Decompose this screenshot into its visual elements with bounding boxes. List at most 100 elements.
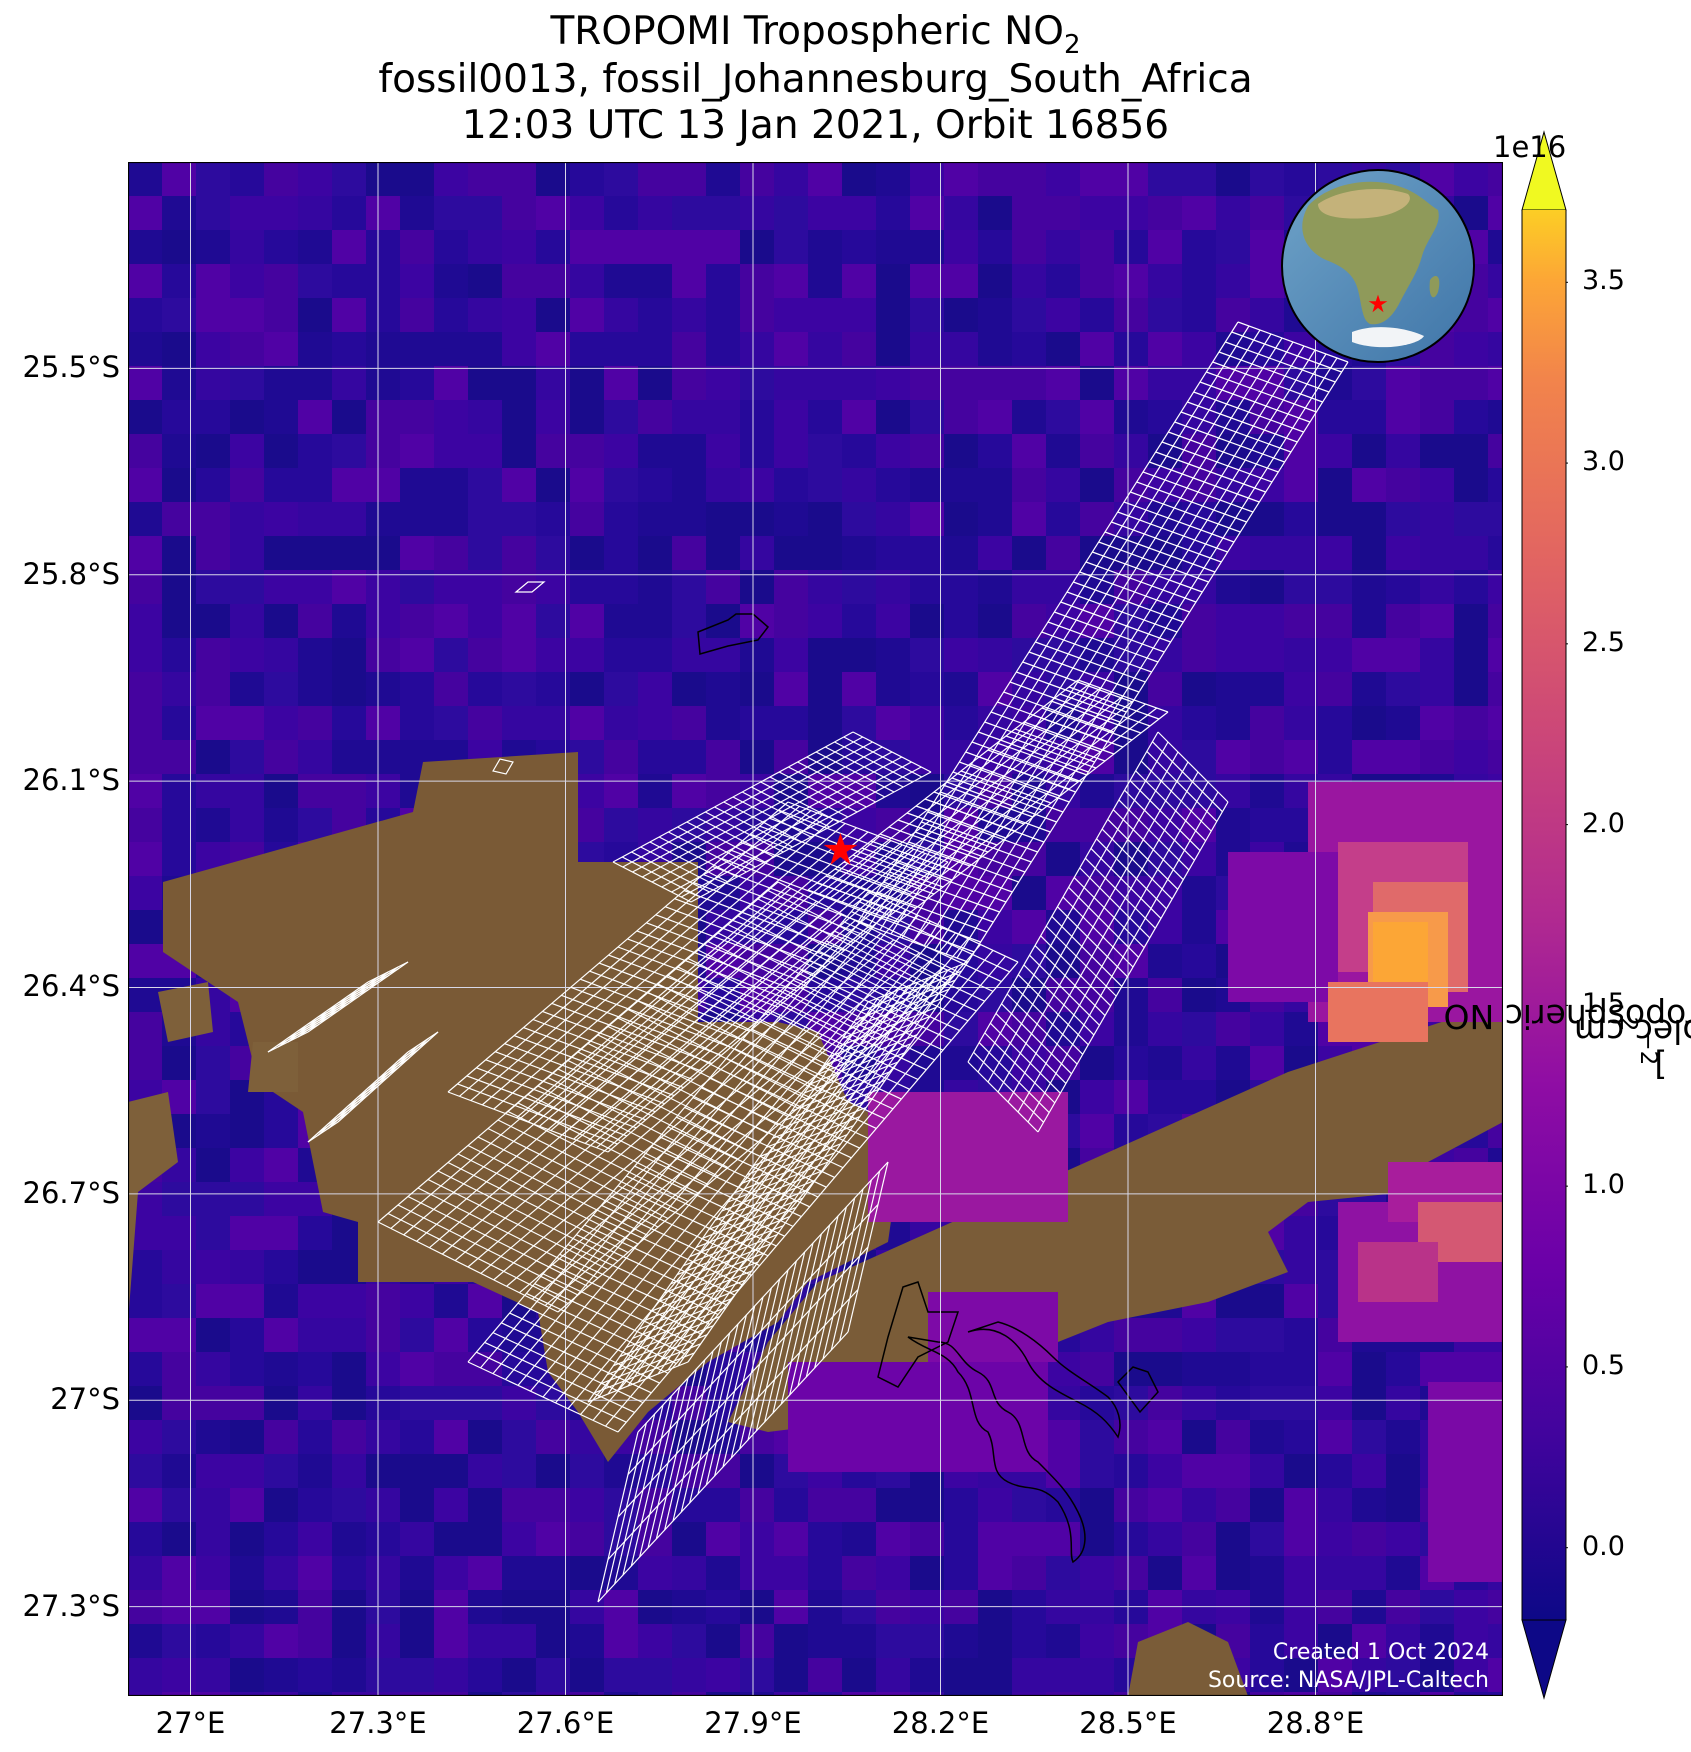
no2-cell [128, 1692, 162, 1696]
no2-cell [332, 1454, 366, 1488]
no2-cell [230, 638, 264, 672]
no2-cell [808, 1624, 842, 1658]
no2-cell [196, 502, 230, 536]
no2-cell [264, 1318, 298, 1352]
no2-cell [944, 1692, 978, 1696]
no2-cell [1012, 468, 1046, 502]
no2-cell [400, 434, 434, 468]
no2-cell [1454, 502, 1488, 536]
no2-cell [842, 366, 876, 400]
no2-cell [1216, 162, 1250, 196]
no2-cell [740, 400, 774, 434]
no2-cell [502, 1454, 536, 1488]
no2-cell [1352, 434, 1386, 468]
no2-cell [1216, 740, 1250, 774]
no2-cell [196, 1352, 230, 1386]
no2-cell [570, 1454, 604, 1488]
no2-cell [128, 604, 162, 638]
no2-cell [978, 468, 1012, 502]
footprint-swath-9 [597, 1161, 889, 1603]
credit-created: Created 1 Oct 2024 [1272, 1640, 1489, 1665]
no2-cell [706, 1624, 740, 1658]
no2-cell [808, 502, 842, 536]
no2-cell [332, 1420, 366, 1454]
no2-cell [1488, 740, 1503, 774]
no2-cell [706, 1556, 740, 1590]
no2-cell [366, 400, 400, 434]
no2-cell [1318, 1420, 1352, 1454]
no2-cell [842, 400, 876, 434]
no2-cell [1454, 706, 1488, 740]
no2-cell [740, 1658, 774, 1692]
no2-cell [1080, 536, 1114, 570]
no2-cell [1488, 264, 1503, 298]
no2-cell [1216, 570, 1250, 604]
no2-cell [672, 1556, 706, 1590]
no2-cell [706, 298, 740, 332]
no2-cell [1250, 774, 1284, 808]
no2-cell [1046, 1624, 1080, 1658]
no2-cell [808, 264, 842, 298]
no2-cell [910, 774, 944, 808]
no2-cell [1216, 196, 1250, 230]
no2-cell [944, 1624, 978, 1658]
no2-cell [230, 570, 264, 604]
no2-cell [1352, 638, 1386, 672]
no2-cell [978, 162, 1012, 196]
no2-cell [570, 434, 604, 468]
no2-cell [944, 1522, 978, 1556]
colorbar-tick-label: 0.5 [1582, 1349, 1625, 1381]
no2-cell [400, 1488, 434, 1522]
no2-cell [196, 332, 230, 366]
no2-cell [876, 264, 910, 298]
no2-cell [1114, 332, 1148, 366]
no2-cell [1250, 604, 1284, 638]
no2-cell [298, 162, 332, 196]
no2-cell [298, 1352, 332, 1386]
antarctica [1352, 327, 1424, 348]
no2-cell [604, 196, 638, 230]
colorbar-tick-label: 3.0 [1582, 446, 1625, 478]
no2-cell [604, 502, 638, 536]
no2-cell [196, 196, 230, 230]
no2-cell [842, 604, 876, 638]
no2-cell [434, 1522, 468, 1556]
no2-cell [1046, 230, 1080, 264]
no2-cell [978, 1556, 1012, 1590]
no2-cell [434, 536, 468, 570]
no2-cell [1488, 1624, 1503, 1658]
no2-cell [1080, 1386, 1114, 1420]
no2-cell [264, 298, 298, 332]
no2-cell [1216, 1556, 1250, 1590]
no2-cell [128, 1352, 162, 1386]
no2-cell [128, 1556, 162, 1590]
no2-cell [1284, 1216, 1318, 1250]
colorbar-tick-label: 3.5 [1582, 265, 1625, 297]
no2-cell [434, 400, 468, 434]
no2-cell [332, 332, 366, 366]
no2-cell [434, 366, 468, 400]
no2-cell [910, 298, 944, 332]
no2-cell [1046, 196, 1080, 230]
no2-cell [1114, 162, 1148, 196]
no2-cell [264, 1556, 298, 1590]
lat-tick-label: 27.3°S [22, 1588, 120, 1623]
no2-cell [672, 1522, 706, 1556]
no2-cell [1046, 1658, 1080, 1692]
no2-cell [298, 570, 332, 604]
no2-cell [842, 536, 876, 570]
no2-cell [808, 230, 842, 264]
no2-cell [1182, 604, 1216, 638]
no2-cell [298, 740, 332, 774]
no2-cell [876, 434, 910, 468]
no2-cell [128, 570, 162, 604]
no2-cell [774, 366, 808, 400]
no2-cell [1454, 366, 1488, 400]
no2-cell [128, 740, 162, 774]
no2-cell [1046, 162, 1080, 196]
no2-cell [332, 1284, 366, 1318]
no2-cell [604, 366, 638, 400]
no2-cell [672, 264, 706, 298]
no2-cell [502, 162, 536, 196]
no2-cell [1284, 1556, 1318, 1590]
